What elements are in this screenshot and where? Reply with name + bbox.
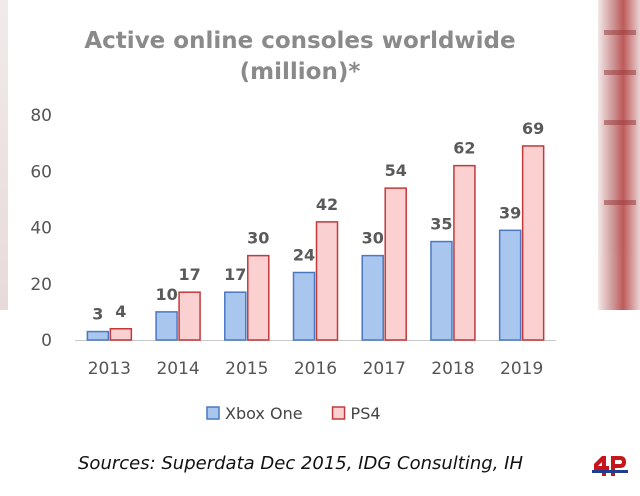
bar-ps4 bbox=[109, 328, 133, 341]
data-label-ps4: 17 bbox=[178, 265, 200, 284]
bar-xbox-one bbox=[361, 254, 384, 341]
bar-ps4 bbox=[521, 145, 545, 341]
legend-swatch-xbox-one bbox=[206, 406, 220, 420]
data-label-xbox-one: 17 bbox=[224, 265, 246, 284]
data-label-ps4: 69 bbox=[522, 119, 544, 138]
bar-xbox-one bbox=[292, 271, 316, 341]
chart-title-line-1: Active online consoles worldwide bbox=[84, 28, 515, 54]
x-tick-label: 2019 bbox=[500, 359, 543, 379]
y-axis-ticks: 0 20 40 60 80 bbox=[30, 106, 52, 351]
y-tick-label: 20 bbox=[30, 275, 52, 295]
data-label-xbox-one: 30 bbox=[362, 229, 384, 248]
bar-xbox-one bbox=[498, 229, 522, 341]
background-detail bbox=[604, 30, 636, 35]
background-photo-left bbox=[0, 0, 8, 310]
chart-title-line-2: (million)* bbox=[240, 59, 361, 85]
bar-ps4 bbox=[315, 221, 339, 341]
background-detail bbox=[604, 120, 636, 125]
y-tick-label: 60 bbox=[30, 162, 52, 182]
bar-xbox-one bbox=[224, 291, 247, 341]
bar-ps4 bbox=[247, 254, 270, 341]
x-tick-label: 2014 bbox=[156, 359, 199, 379]
data-label-xbox-one: 3 bbox=[92, 305, 103, 324]
data-label-xbox-one: 35 bbox=[430, 215, 452, 234]
bar-chart: Active online consoles worldwide (millio… bbox=[30, 28, 556, 423]
x-tick-label: 2016 bbox=[294, 359, 337, 379]
legend-swatch-ps4 bbox=[331, 406, 346, 420]
x-tick-label: 2013 bbox=[88, 359, 131, 379]
data-label-ps4: 4 bbox=[115, 302, 126, 321]
bar-xbox-one bbox=[155, 311, 178, 341]
x-tick-label: 2017 bbox=[363, 359, 406, 379]
y-tick-label: 40 bbox=[30, 219, 52, 239]
legend: Xbox One PS4 bbox=[206, 404, 381, 423]
logo-stripe bbox=[592, 470, 628, 473]
x-tick-label: 2018 bbox=[431, 359, 474, 379]
background-detail bbox=[604, 200, 636, 205]
source-note: Sources: Superdata Dec 2015, IDG Consult… bbox=[78, 453, 523, 474]
bar-ps4 bbox=[453, 164, 476, 341]
legend-label-ps4: PS4 bbox=[351, 404, 381, 423]
background-detail bbox=[604, 70, 636, 75]
x-tick-label: 2015 bbox=[225, 359, 268, 379]
data-label-ps4: 54 bbox=[385, 161, 407, 180]
bar-xbox-one bbox=[430, 240, 453, 341]
bar-ps4 bbox=[384, 187, 407, 341]
bar-ps4 bbox=[178, 291, 201, 341]
data-label-xbox-one: 10 bbox=[155, 285, 177, 304]
data-label-ps4: 62 bbox=[453, 139, 475, 158]
data-label-xbox-one: 24 bbox=[293, 246, 315, 265]
background-photo-right bbox=[598, 0, 640, 310]
4players-logo bbox=[592, 454, 628, 478]
y-tick-label: 0 bbox=[41, 331, 52, 351]
data-label-ps4: 42 bbox=[316, 195, 338, 214]
y-tick-label: 80 bbox=[30, 106, 52, 126]
bars-group bbox=[86, 145, 545, 341]
data-label-xbox-one: 39 bbox=[499, 203, 521, 222]
x-axis-ticks: 2013 2014 2015 2016 2017 2018 2019 bbox=[88, 359, 544, 379]
data-label-ps4: 30 bbox=[247, 229, 269, 248]
legend-label-xbox-one: Xbox One bbox=[225, 404, 303, 423]
bar-xbox-one bbox=[86, 330, 110, 341]
